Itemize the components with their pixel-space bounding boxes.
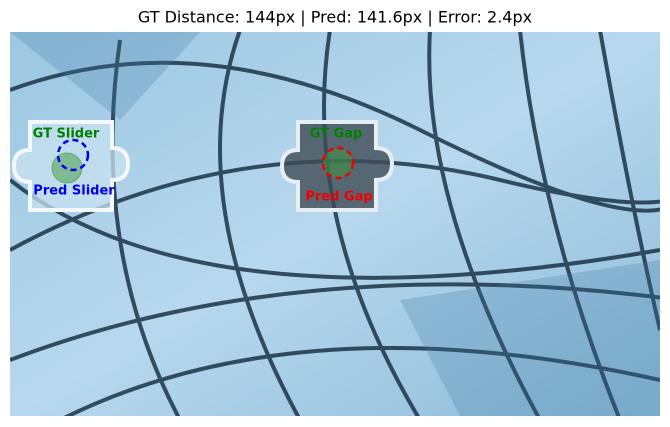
pred-gap-label: Pred Gap (305, 190, 372, 205)
gt-slider-marker (51, 152, 83, 184)
gt-slider-label: GT Slider (33, 127, 100, 142)
pred-slider-label: Pred Slider (33, 184, 115, 199)
captcha-image (10, 32, 660, 416)
pred-slider-marker (56, 138, 90, 172)
title: GT Distance: 144px | Pred: 141.6px | Err… (138, 8, 532, 27)
gt-gap-label: GT Gap (310, 127, 363, 142)
pred-gap-marker (321, 146, 355, 180)
